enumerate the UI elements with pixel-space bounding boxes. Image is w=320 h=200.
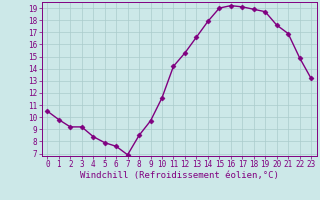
X-axis label: Windchill (Refroidissement éolien,°C): Windchill (Refroidissement éolien,°C) <box>80 171 279 180</box>
